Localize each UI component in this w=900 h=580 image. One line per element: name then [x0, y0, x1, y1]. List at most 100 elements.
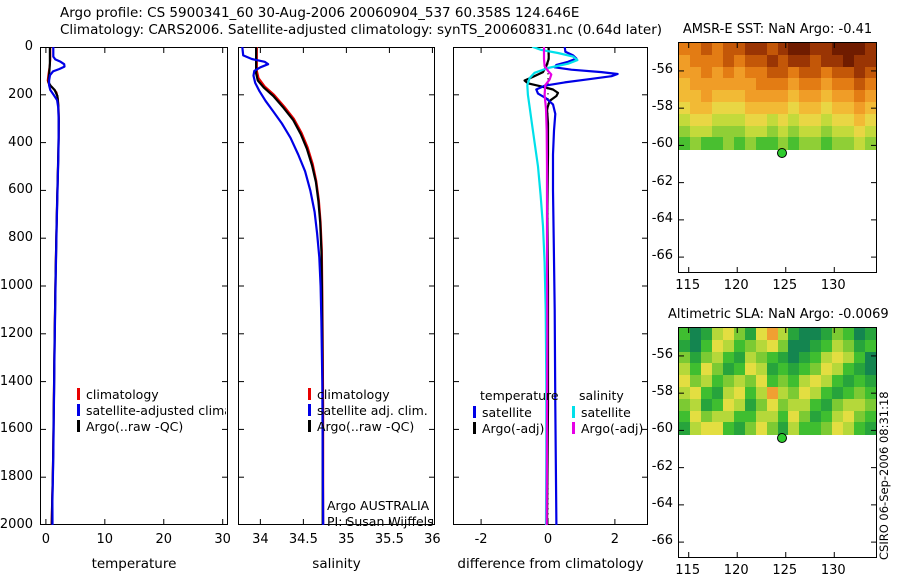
- heatmap-cell: [810, 410, 822, 423]
- heatmap-cell: [865, 328, 876, 341]
- heatmap-cell: [832, 351, 844, 364]
- heatmap-cell: [733, 113, 746, 127]
- heatmap-cell: [733, 398, 746, 412]
- x-tick-label: 30: [214, 532, 231, 547]
- heatmap-cell: [810, 101, 822, 115]
- heatmap-cell: [744, 54, 757, 68]
- heatmap-cell: [733, 90, 746, 103]
- heatmap-cell: [722, 363, 735, 376]
- heatmap-cell: [810, 363, 822, 376]
- depth-tick-label: 1400: [0, 373, 33, 389]
- heatmap-cell: [821, 386, 833, 400]
- heatmap-cell: [733, 339, 746, 353]
- heatmap-cell: [755, 398, 768, 412]
- heatmap-cell: [722, 386, 735, 400]
- heatmap-cell: [766, 66, 779, 79]
- axes-box: [453, 47, 648, 525]
- heatmap-cell: [711, 113, 724, 127]
- heatmap-cell: [788, 43, 800, 56]
- heatmap-cell: [832, 398, 844, 412]
- heatmap-cell: [799, 90, 811, 103]
- heatmap-cell: [788, 386, 800, 400]
- heatmap-cell: [832, 328, 844, 341]
- heatmap-cell: [679, 90, 691, 103]
- heatmap-cell: [744, 113, 757, 127]
- heatmap-cell: [865, 422, 876, 435]
- legend-entry: satellite: [572, 404, 643, 420]
- x-tick-label: 35: [338, 532, 355, 547]
- heatmap-cell: [679, 328, 691, 341]
- legend-swatch: [77, 420, 80, 432]
- heatmap-cell: [854, 398, 866, 412]
- heatmap-cell: [865, 410, 876, 423]
- heatmap-cell: [865, 101, 876, 115]
- heatmap-cell: [679, 398, 691, 412]
- legend-entry-label: satellite: [581, 404, 631, 420]
- lon-tick-label: 130: [820, 278, 846, 293]
- heatmap-cell: [679, 375, 691, 388]
- heatmap-cell: [821, 125, 833, 138]
- heatmap-cell: [843, 43, 855, 56]
- heatmap-cell: [843, 351, 855, 364]
- heatmap-cell: [711, 90, 724, 103]
- legend-entry-label: satellite adj. clim.: [317, 402, 428, 418]
- heatmap-cell: [744, 375, 757, 388]
- heatmap-cell: [689, 375, 702, 388]
- lat-tick-label: -58: [651, 384, 673, 400]
- heatmap-cell: [766, 422, 779, 435]
- heatmap-cell: [722, 43, 735, 56]
- heatmap-cell: [700, 410, 713, 423]
- lon-tick-label: 125: [772, 278, 798, 293]
- heatmap-cell: [733, 137, 746, 150]
- legend-entry-label: Argo(..raw -QC): [317, 418, 415, 434]
- heatmap-cell: [854, 113, 866, 127]
- heatmap-cell: [832, 125, 844, 138]
- heatmap-cell: [810, 90, 822, 103]
- heatmap-cell: [799, 101, 811, 115]
- heatmap-cell: [733, 101, 746, 115]
- heatmap-cell: [865, 386, 876, 400]
- heatmap-cell: [821, 78, 833, 91]
- heatmap-cell: [689, 386, 702, 400]
- heatmap-cell: [755, 375, 768, 388]
- heatmap-cell: [722, 54, 735, 68]
- xlabel-temperature: temperature: [91, 556, 177, 572]
- heatmap-cell: [744, 363, 757, 376]
- heatmap-cell: [821, 339, 833, 353]
- lat-tick-label: -66: [651, 533, 673, 549]
- heatmap-cell: [744, 328, 757, 341]
- heatmap-cell: [788, 422, 800, 435]
- heatmap-cell: [810, 386, 822, 400]
- heatmap-cell: [810, 328, 822, 341]
- legend-swatch: [572, 422, 575, 434]
- heatmap-cell: [777, 43, 790, 56]
- heatmap-cell: [722, 351, 735, 364]
- lat-tick-label: -56: [651, 346, 673, 362]
- heatmap-cell: [821, 375, 833, 388]
- xlabel-difference: difference from climatology: [457, 556, 644, 572]
- heatmap-cell: [799, 66, 811, 79]
- heatmap-cell: [821, 90, 833, 103]
- legend-entry-label: Argo(-adj): [482, 420, 545, 436]
- heatmap-cell: [766, 375, 779, 388]
- heatmap-cell: [689, 101, 702, 115]
- heatmap-cell: [843, 375, 855, 388]
- heatmap-cell: [744, 43, 757, 56]
- heatmap-cell: [788, 137, 800, 150]
- heatmap-cell: [799, 78, 811, 91]
- heatmap-cell: [689, 339, 702, 353]
- heatmap-cell: [733, 43, 746, 56]
- heatmap-cell: [711, 137, 724, 150]
- heatmap-cell: [766, 43, 779, 56]
- heatmap-cell: [854, 375, 866, 388]
- heatmap-cell: [777, 375, 790, 388]
- heatmap-cell: [843, 363, 855, 376]
- lon-tick-label: 125: [772, 563, 798, 578]
- argo-float-marker: [777, 148, 788, 159]
- heatmap-cell: [689, 328, 702, 341]
- heatmap-cell: [744, 410, 757, 423]
- heatmap-cell: [799, 375, 811, 388]
- heatmap-cell: [777, 125, 790, 138]
- heatmap-cell: [722, 137, 735, 150]
- figure-title-line2: Climatology: CARS2006. Satellite-adjuste…: [60, 22, 663, 38]
